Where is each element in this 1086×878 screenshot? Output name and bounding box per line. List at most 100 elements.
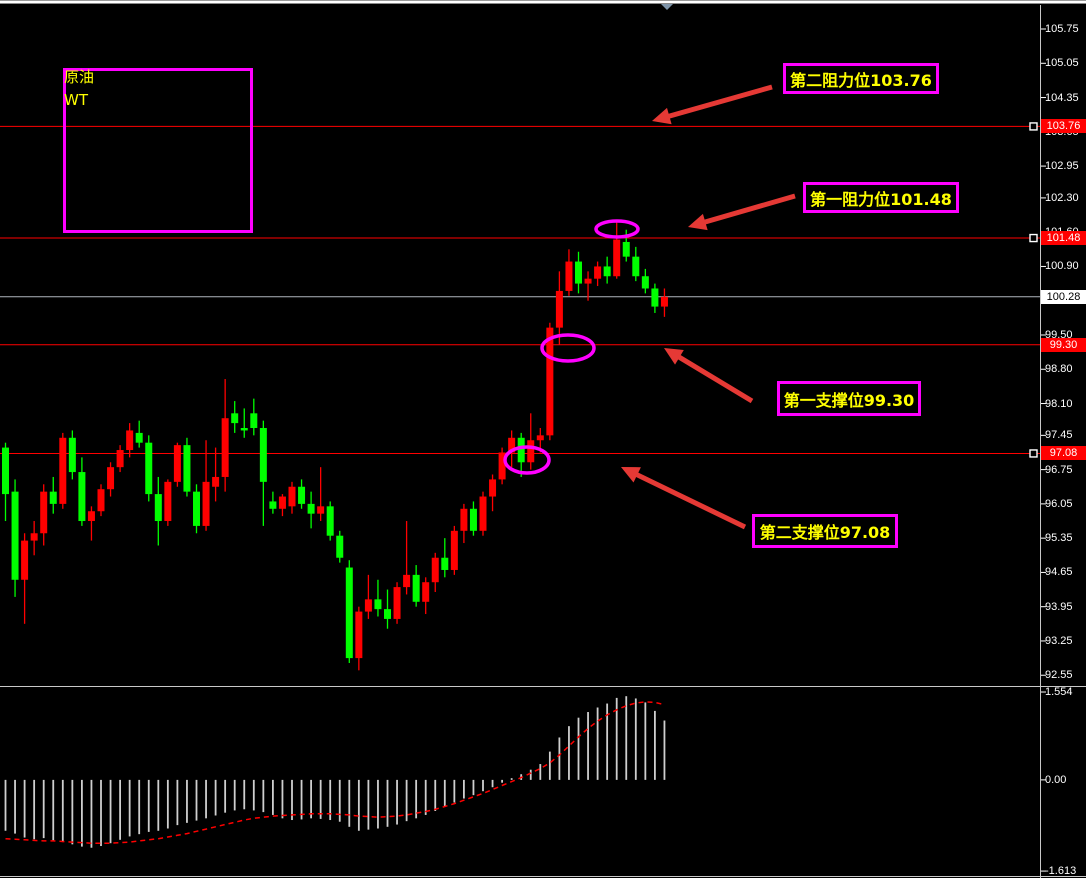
candle-body (603, 266, 611, 277)
macd-bar (4, 779, 7, 831)
candle-body (259, 428, 267, 482)
arrow-resistance-1-head-icon[interactable] (688, 213, 708, 231)
macd-bar (396, 779, 398, 825)
candle-body (498, 452, 506, 480)
chart-scrollbar[interactable] (0, 0, 1086, 10)
candle-body (374, 599, 382, 610)
candle-body (632, 256, 640, 277)
ellipse-bottom[interactable] (503, 445, 551, 475)
candle-body (594, 266, 602, 279)
macd-histogram (4, 696, 666, 848)
line-select-marker[interactable] (1029, 449, 1038, 458)
candle-body (508, 437, 516, 453)
macd-bar (119, 779, 121, 840)
candle-body (107, 467, 115, 490)
candle-body (422, 582, 430, 602)
candle-body (575, 261, 582, 284)
symbol-code: WT (64, 91, 88, 109)
candle-body (307, 503, 315, 514)
arrow-resistance-2-head-icon[interactable] (652, 107, 672, 125)
price-tick-label: 104.35 (1045, 91, 1079, 104)
candle-body (116, 450, 124, 468)
candle-body (212, 476, 220, 487)
annotation-arrows[interactable] (621, 84, 796, 530)
arrow-support-1-head-icon[interactable] (664, 348, 684, 365)
candle-body (364, 599, 372, 612)
arrow-support-2-head-icon[interactable] (621, 467, 641, 483)
macd-bar (128, 779, 131, 837)
annotation-ellipses[interactable] (503, 219, 640, 475)
macd-bar (606, 703, 609, 780)
price-tick-label: 102.30 (1045, 191, 1079, 204)
price-level-lines[interactable] (0, 122, 1040, 458)
macd-bar (61, 779, 64, 843)
macd-bar (176, 779, 179, 826)
candle-body (78, 472, 86, 522)
macd-bar (577, 717, 580, 780)
macd-bar (329, 779, 332, 821)
macd-bar (529, 769, 532, 780)
macd-bar (386, 779, 389, 827)
price-tick-label: 94.65 (1045, 566, 1073, 579)
label-resistance-1[interactable]: 第一阻力位101.48 (803, 182, 959, 213)
candle-body (164, 481, 172, 522)
candle-body (240, 428, 248, 431)
macd-signal-line (5, 701, 665, 844)
macd-bar (596, 707, 599, 780)
macd-bar (186, 779, 188, 823)
macd-bar (205, 779, 207, 819)
macd-bar (434, 779, 437, 811)
candle-body (517, 437, 525, 463)
arrow-support-2[interactable] (630, 469, 747, 530)
price-tick-label: 96.75 (1045, 463, 1073, 476)
price-tick-label: 95.35 (1045, 532, 1073, 545)
candle-body (298, 486, 306, 504)
label-support-1[interactable]: 第一支撑位99.30 (777, 381, 921, 416)
candle-body (336, 535, 344, 558)
line-select-marker[interactable] (1029, 233, 1038, 243)
price-tick-label: 96.05 (1045, 497, 1073, 510)
price-tick-label: 93.25 (1045, 634, 1073, 647)
candle-body (193, 491, 200, 526)
macd-bar (157, 779, 160, 831)
price-tick-label: 97.45 (1045, 429, 1073, 442)
scroll-position-marker-icon[interactable] (661, 4, 673, 10)
macd-bar (405, 779, 408, 822)
candle-body (183, 445, 191, 492)
macd-bar (357, 779, 360, 831)
symbol-label-box[interactable] (63, 68, 253, 233)
candle-body (479, 496, 487, 531)
line-select-marker[interactable] (1029, 122, 1038, 131)
candle-body (269, 501, 277, 509)
candle-body (641, 276, 649, 289)
label-resistance-2[interactable]: 第二阻力位103.76 (783, 63, 939, 94)
arrow-support-1[interactable] (672, 352, 754, 404)
arrow-resistance-1[interactable] (698, 193, 796, 227)
candle-body (59, 437, 67, 504)
candle-body (393, 587, 401, 619)
ellipse-middle[interactable] (540, 333, 596, 363)
candle-body (288, 486, 296, 507)
price-tick-label: 98.10 (1045, 397, 1073, 410)
candle-body (546, 327, 554, 436)
macd-bar (224, 779, 227, 813)
candle-body (317, 506, 325, 514)
ellipse-top[interactable] (594, 219, 640, 239)
macd-bar (539, 764, 542, 780)
macd-bar (81, 779, 83, 847)
label-support-2[interactable]: 第二支撑位97.08 (752, 514, 898, 548)
macd-bar (300, 779, 303, 820)
macd-bar (453, 779, 456, 803)
candle-body (326, 506, 334, 536)
candle-body (489, 479, 497, 497)
macd-bar (501, 779, 503, 783)
macd-bar (491, 779, 494, 788)
symbol-name: 原油 (64, 68, 95, 86)
macd-bar (644, 702, 647, 780)
arrow-resistance-2[interactable] (662, 84, 773, 121)
level-price-badge: 101.48 (1041, 231, 1086, 246)
macd-bar (23, 779, 26, 838)
macd-bar (233, 779, 236, 811)
macd-bar (90, 779, 93, 848)
